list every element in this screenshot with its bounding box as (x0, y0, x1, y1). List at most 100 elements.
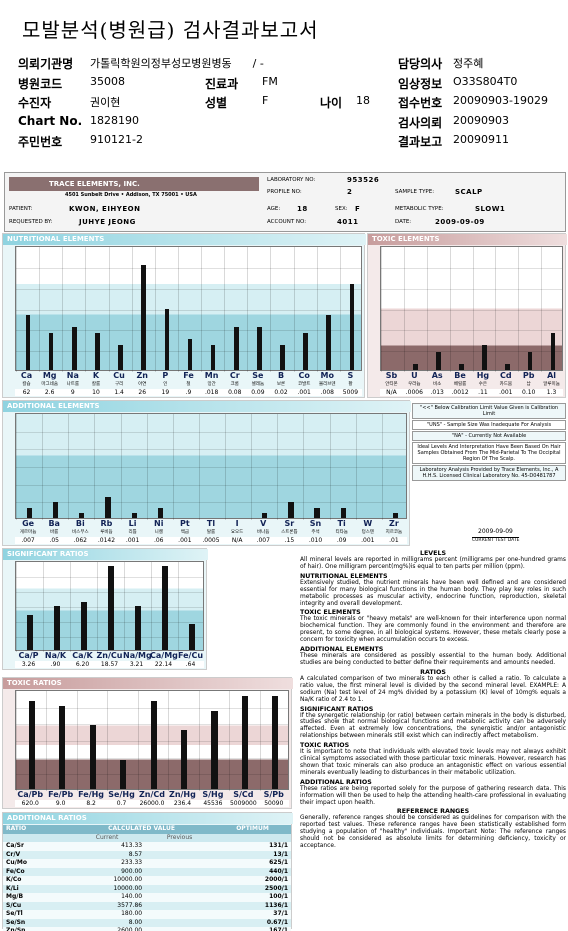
previous-value (145, 868, 214, 877)
field-label: 병원코드 (18, 76, 63, 91)
element-value: 5009 (338, 389, 362, 396)
element-name: 수은 (478, 382, 488, 387)
element-name: 납 (526, 382, 531, 387)
element-symbol: Cd (500, 371, 512, 380)
ratio-table: RATIO CALCULATED VALUE OPTIMUM Current Previ… (3, 825, 291, 931)
note-text: Generally, reference ranges should be co… (300, 815, 566, 850)
bar (120, 759, 127, 789)
element-symbol: V (260, 519, 267, 528)
note-text: All mineral levels are reported in milli… (300, 557, 566, 570)
ratio-name: Zn/Sn (6, 927, 26, 931)
lab-field-value: SLOW1 (475, 205, 506, 213)
element-name: 주석 (311, 530, 320, 535)
bar (187, 339, 193, 370)
element-value: .001 (494, 389, 518, 396)
bar (288, 502, 294, 518)
element-name: 마그네슘 (41, 382, 58, 387)
column-divider (449, 247, 451, 372)
element-name: 지르코늄 (385, 530, 403, 535)
field-value: 권이현 (90, 96, 121, 109)
element-symbol: Na/Mg (123, 651, 152, 660)
element-value: .008 (315, 389, 339, 396)
section-title: SIGNIFICANT RATIOS (3, 549, 208, 560)
note-text: The toxic minerals or "heavy metals" are… (300, 616, 566, 644)
element-value: 2.6 (38, 389, 62, 396)
element-symbol: Zn/Cd (138, 790, 165, 799)
lab-logo: TRACE ELEMENTS, INC. (9, 177, 259, 191)
bar (272, 695, 279, 789)
element-value: .018 (200, 389, 224, 396)
element-symbol: Ca/Pb (17, 790, 44, 799)
element-symbol: S/Pb (263, 790, 284, 799)
element-symbol: Fe/Cu (177, 651, 204, 660)
note-heading: REFERENCE RANGES (396, 808, 470, 816)
legend-entry: "<<" Below Calibration Limit Value Given… (412, 403, 566, 419)
element-value: .15 (276, 537, 303, 544)
ratio-name: Se/Sn (6, 918, 26, 926)
column-divider (178, 562, 179, 652)
element-symbol: Na/K (44, 651, 67, 660)
element-value: 9.0 (45, 800, 76, 807)
element-value: 0.10 (517, 389, 541, 396)
element-symbol: Cu (113, 371, 125, 380)
field-value: F (262, 94, 269, 107)
field-label: 성별 (205, 96, 228, 110)
element-symbol: Al (547, 371, 557, 380)
element-name: 티타늄 (335, 530, 348, 535)
field-label: 나이 (320, 96, 343, 110)
bar (314, 507, 320, 518)
note-heading: ADDITIONAL ELEMENTS (300, 646, 384, 654)
lab-field-label: PATIENT: (9, 206, 33, 212)
element-value: 45536 (197, 800, 229, 807)
column-divider (39, 247, 41, 372)
element-value: .11 (471, 389, 495, 396)
previous-value (145, 919, 214, 928)
bar (135, 606, 141, 650)
plot-area (15, 561, 204, 652)
bar (28, 700, 35, 789)
element-name: 크롬 (230, 382, 239, 387)
grid-line (16, 330, 361, 332)
bar (53, 502, 59, 518)
bar (108, 566, 114, 650)
ratio-name: Ca/Sr (6, 842, 24, 849)
element-value: 18.57 (96, 661, 123, 668)
previous-value (145, 910, 214, 919)
element-name: 황 (348, 382, 353, 387)
notes: LEVELS All mineral levels are reported in… (300, 548, 566, 929)
lab-field-value: SCALP (455, 188, 483, 196)
grid-line (16, 449, 406, 451)
current-value: 8.00 (128, 918, 143, 926)
element-name: 칼륨 (91, 382, 101, 387)
bar (241, 695, 248, 789)
note-heading: LEVELS (419, 550, 447, 557)
column-divider (541, 247, 543, 372)
report-title: 모발분석(병원급) 검사결과보고서 (22, 18, 319, 42)
element-symbol: S/Hg (202, 790, 224, 799)
chart-section: ADDITIONAL ELEMENTS Ge 게르마늄 .007 Ba 바륨 .05 Bi 비스… (2, 400, 411, 546)
field-value: O33S804T0 (453, 74, 518, 88)
table-row: Fe/Co 900.00 440/1 (3, 867, 291, 877)
element-symbol: Ca (20, 371, 33, 380)
header-cell: CALCULATED VALUE (108, 825, 175, 832)
element-name: 텅스텐 (361, 530, 374, 535)
column-divider (277, 414, 279, 520)
column-divider (107, 691, 109, 791)
column-divider (62, 247, 64, 372)
element-value: 0.02 (269, 389, 293, 396)
element-name: 카드뮴 (499, 382, 513, 387)
optimum-value: 2000/1 (264, 876, 288, 883)
element-value: 1.3 (540, 389, 563, 396)
bar (118, 345, 123, 370)
element-symbol: Ca/P (18, 651, 39, 660)
element-name: 칼슘 (22, 382, 31, 387)
current-value: 10000.00 (113, 876, 143, 883)
bar (262, 512, 268, 518)
element-symbol: Zr (389, 519, 399, 528)
table-row: K/Li 10000.00 2500/1 (3, 884, 291, 893)
element-value: .0006 (402, 389, 426, 396)
column-divider (70, 562, 71, 652)
element-name: 망간 (207, 382, 216, 387)
lab-field-label: SAMPLE TYPE: (395, 189, 435, 195)
